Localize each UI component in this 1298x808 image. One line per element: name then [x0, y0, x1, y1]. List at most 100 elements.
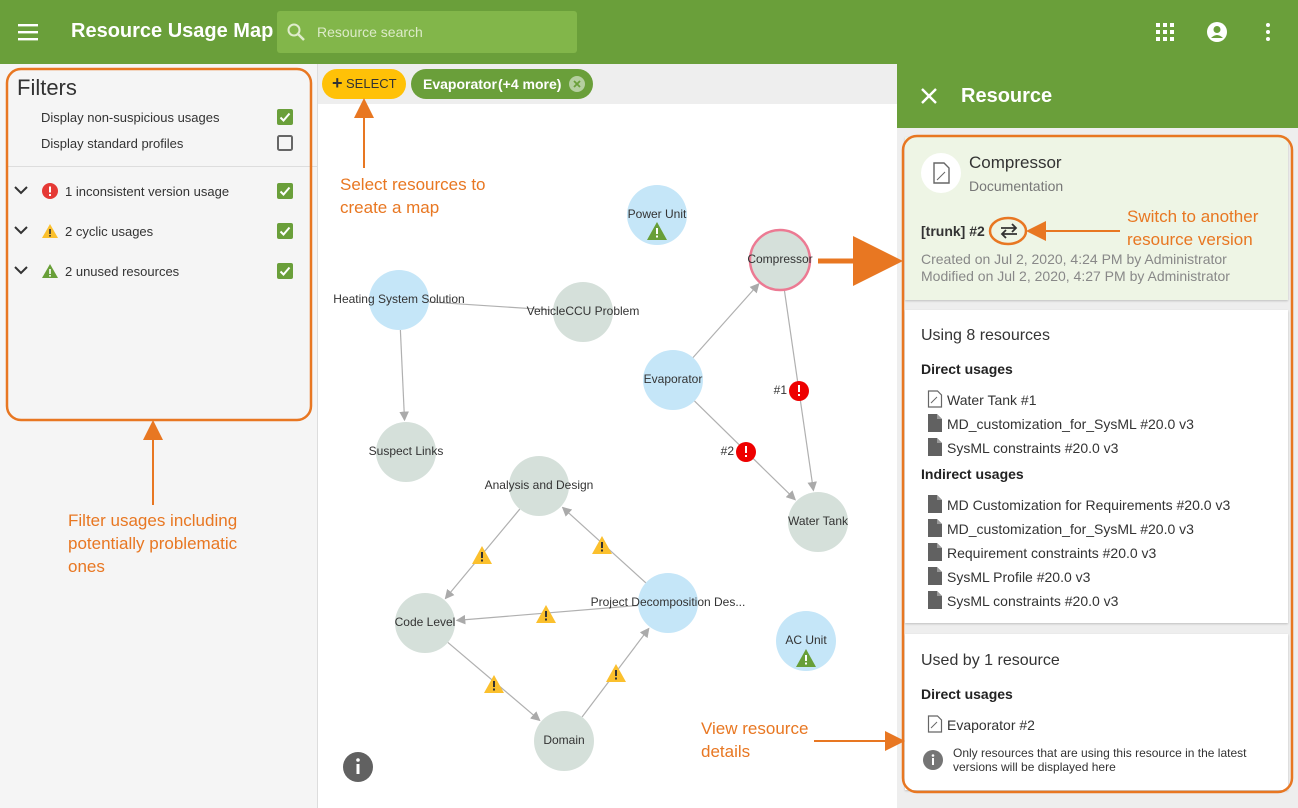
checkbox[interactable]	[277, 109, 293, 125]
resource-node[interactable]	[376, 422, 436, 482]
document-icon	[928, 495, 942, 513]
resource-node[interactable]	[643, 350, 703, 410]
resource-node[interactable]	[553, 282, 613, 342]
menu-button[interactable]	[18, 22, 40, 42]
annotation-text: Select resources to	[340, 175, 486, 194]
section-title: Using 8 resources	[921, 327, 1050, 344]
chip-more: (+4 more)	[498, 76, 562, 92]
usage-item[interactable]: MD Customization for Requirements #20.0 …	[947, 497, 1231, 513]
warning-icon	[536, 605, 556, 623]
filters-title: Filters	[17, 75, 77, 100]
document-icon	[928, 591, 942, 609]
info-icon	[923, 750, 943, 770]
checkbox[interactable]	[277, 223, 293, 239]
annotation-text: potentially problematic	[68, 534, 238, 553]
usage-item[interactable]: Water Tank #1	[947, 392, 1037, 408]
resource-node[interactable]	[788, 492, 848, 552]
annotation-text: details	[701, 742, 751, 761]
selection-chip[interactable]: Evaporator (+4 more)	[411, 69, 593, 99]
node-label: Domain	[543, 733, 584, 747]
usage-item[interactable]: Requirement constraints #20.0 v3	[947, 545, 1157, 561]
resource-node[interactable]	[369, 270, 429, 330]
usage-item[interactable]: MD_customization_for_SysML #20.0 v3	[947, 416, 1194, 432]
more-button[interactable]	[1264, 22, 1272, 42]
node-label: Heating System Solution	[333, 292, 464, 306]
chip-name: Evaporator	[423, 76, 497, 92]
warning-icon	[592, 536, 612, 554]
app-title: Resource Usage Map	[71, 20, 274, 42]
filter-group-label: 2 cyclic usages	[65, 224, 154, 239]
filter-group-label: 1 inconsistent version usage	[65, 184, 230, 199]
expand-button[interactable]	[14, 186, 28, 196]
node-label: Water Tank	[788, 514, 849, 528]
resource-node[interactable]	[627, 185, 687, 245]
warning-icon	[472, 546, 492, 564]
node-label: Evaporator	[644, 372, 703, 386]
node-label: VehicleCCU Problem	[527, 304, 640, 318]
resource-node[interactable]	[638, 573, 698, 633]
annotation-text: Switch to another	[1127, 207, 1259, 226]
document-icon	[928, 543, 942, 561]
annotation-text: resource version	[1127, 230, 1253, 249]
info-button[interactable]	[343, 752, 373, 782]
filter-group-label: 2 unused resources	[65, 264, 180, 279]
resource-version: [trunk] #2	[921, 223, 985, 239]
chip-remove[interactable]	[569, 76, 585, 92]
error-icon	[789, 381, 809, 401]
annotation-text: Filter usages including	[68, 511, 238, 530]
select-button[interactable]: + SELECT	[322, 69, 406, 99]
document-icon	[927, 715, 943, 733]
usage-item[interactable]: SysML constraints #20.0 v3	[947, 593, 1119, 609]
account-button[interactable]	[1207, 22, 1227, 42]
node-label: Project Decomposition Des...	[591, 595, 746, 609]
usage-item[interactable]: Evaporator #2	[947, 717, 1035, 733]
apps-button[interactable]	[1156, 23, 1174, 41]
subsection-title: Indirect usages	[921, 466, 1024, 482]
node-label: Suspect Links	[369, 444, 444, 458]
resource-node[interactable]	[534, 711, 594, 771]
used-by-card: Used by 1 resource Direct usages Evaporato…	[905, 634, 1288, 790]
filter-option-label: Display standard profiles	[41, 136, 184, 151]
filters-panel: Filters Display non-suspicious usages Dis…	[0, 64, 318, 808]
search-box[interactable]: Resource search	[277, 11, 577, 53]
expand-button[interactable]	[14, 226, 28, 236]
modified-info: Modified on Jul 2, 2020, 4:27 PM by Admi…	[921, 268, 1230, 284]
resource-kind: Documentation	[969, 178, 1064, 194]
resource-node[interactable]	[776, 611, 836, 671]
node-label: Power Unit	[628, 207, 687, 221]
checkbox[interactable]	[277, 263, 293, 279]
node-label: Analysis and Design	[485, 478, 594, 492]
resource-node[interactable]	[748, 228, 812, 292]
switch-version-button[interactable]	[998, 221, 1020, 241]
resource-node[interactable]	[509, 456, 569, 516]
panel-header: Resource	[897, 64, 1298, 128]
document-icon	[928, 519, 942, 537]
warning-icon	[647, 222, 667, 240]
edge	[692, 282, 760, 359]
document-icon	[927, 390, 943, 408]
document-icon	[928, 414, 942, 432]
usage-item[interactable]: SysML Profile #20.0 v3	[947, 569, 1091, 585]
node-label: Code Level	[395, 615, 456, 629]
edge	[428, 301, 552, 311]
close-button[interactable]	[921, 88, 937, 104]
severity-icon	[42, 264, 58, 278]
subsection-title: Direct usages	[921, 686, 1013, 702]
subsection-title: Direct usages	[921, 361, 1013, 377]
node-label: AC Unit	[785, 633, 827, 647]
warning-icon	[796, 649, 816, 667]
usage-item[interactable]: MD_customization_for_SysML #20.0 v3	[947, 521, 1194, 537]
checkbox[interactable]	[277, 183, 293, 199]
section-title: Used by 1 resource	[921, 652, 1060, 669]
search-placeholder: Resource search	[317, 24, 423, 40]
error-icon	[736, 442, 756, 462]
annotation-text: create a map	[340, 198, 440, 217]
usage-item[interactable]: SysML constraints #20.0 v3	[947, 440, 1119, 456]
usage-map: Power Unit Compressor Heating System Solut…	[333, 185, 849, 782]
node-label: Compressor	[747, 252, 812, 266]
document-icon	[928, 567, 942, 585]
app-bar: Resource Usage Map Resource search	[0, 0, 1298, 64]
checkbox[interactable]	[277, 135, 293, 151]
resource-node[interactable]	[395, 593, 455, 653]
expand-button[interactable]	[14, 266, 28, 276]
